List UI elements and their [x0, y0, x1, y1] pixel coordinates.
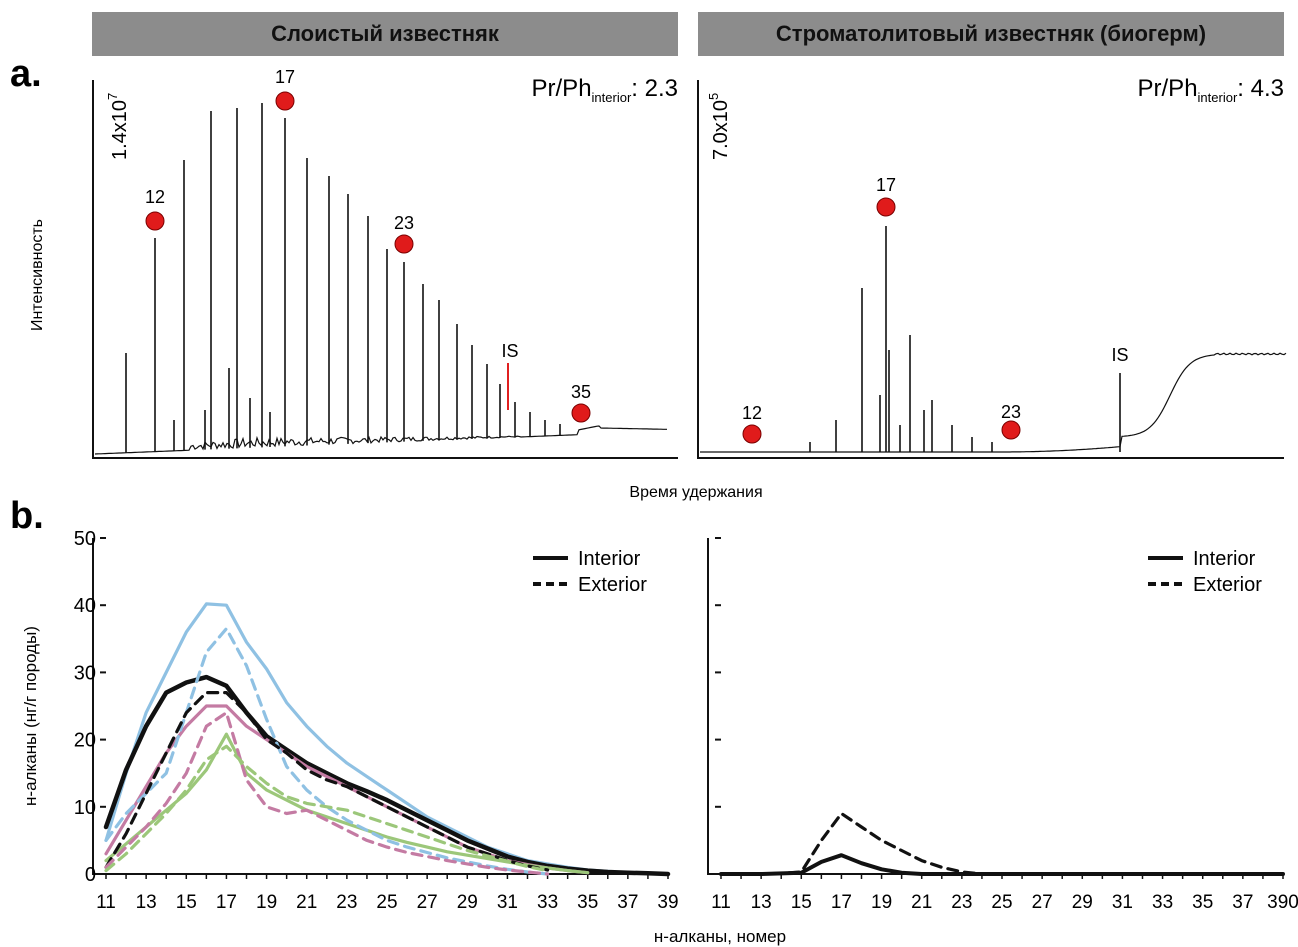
b-left-xtick-label: 23 — [336, 892, 357, 913]
b-left-xtick-label: 21 — [296, 892, 317, 913]
b-left-series-1 — [103, 674, 671, 877]
b-left-ytick-label: 30 — [74, 662, 96, 684]
left-marker-17: 17 — [275, 67, 295, 111]
b-right-series-0 — [719, 811, 1285, 876]
b-left-legend-label-exterior: Exterior — [578, 574, 647, 596]
b-right-xtick-label: 33 — [1152, 892, 1173, 913]
right-ratio-value: : 4.3 — [1237, 75, 1284, 102]
header-right: Строматолитовый известняк (биогерм) — [698, 12, 1284, 56]
left-marker-35-label: 35 — [571, 382, 591, 402]
b-left-series-4 — [104, 627, 550, 876]
left-ratio-label: Pr/Phinterior: 2.3 — [532, 75, 678, 105]
left-ratio-main: Pr/Ph — [532, 75, 592, 102]
b-left-xtick-label: 19 — [256, 892, 277, 913]
right-marker-23: 23 — [1001, 402, 1021, 440]
left-ratio-sub: interior — [592, 90, 632, 105]
b-left-xtick-label: 15 — [176, 892, 197, 913]
b-left-ytick-label: 50 — [74, 528, 96, 550]
left-ratio-value: : 2.3 — [631, 75, 678, 102]
chromatogram-axes — [92, 80, 1284, 459]
right-is-label: IS — [1111, 345, 1128, 365]
b-left-xtick-label: 37 — [617, 892, 638, 913]
left-is-label: IS — [501, 341, 518, 361]
b-left-ytick-label: 10 — [74, 797, 96, 819]
right-marker-23-label: 23 — [1001, 402, 1021, 422]
b-left-xtick-label: 39 — [657, 892, 678, 913]
left-scale-exponent: 7 — [105, 93, 120, 100]
b-right-xtick-label: 15 — [791, 892, 812, 913]
b-xlabel: н-алканы, номер — [654, 927, 786, 946]
b-left-xtick-label: 25 — [376, 892, 397, 913]
b-left-xtick-label: 11 — [96, 892, 116, 913]
right-scale-label: 7.0x105 — [706, 93, 732, 160]
chromatogram-right-baseline — [700, 352, 1287, 453]
b-left-series-5 — [104, 690, 550, 872]
b-right-xtick-label: 35 — [1192, 892, 1213, 913]
b-right-plot: 11 13 15 17 19 21 23 25 27 29 31 33 35 37 390 Interior E… — [711, 537, 1298, 913]
b-ylabel: н-алканы (нг/г породы) — [21, 626, 40, 806]
b-left-series-3 — [104, 732, 590, 875]
b-right-xtick-label: 390 — [1267, 892, 1298, 913]
right-scale-mantissa: 7.0x10 — [710, 100, 732, 160]
right-marker-12: 12 — [742, 403, 762, 444]
chromatogram-xlabel: Время удержания — [629, 484, 762, 501]
right-ratio-sub: interior — [1198, 90, 1238, 105]
b-left-xtick-label: 27 — [417, 892, 438, 913]
b-right-xtick-label: 11 — [711, 892, 731, 913]
b-left-xtick-label: 17 — [216, 892, 237, 913]
b-right-xtick-label: 23 — [951, 892, 972, 913]
b-right-series-1 — [719, 853, 1285, 876]
b-left-xtick-label: 33 — [537, 892, 558, 913]
right-marker-17: 17 — [876, 175, 896, 217]
b-right-legend-label-exterior: Exterior — [1193, 574, 1262, 596]
b-right-xtick-label: 25 — [991, 892, 1012, 913]
chromatogram-left-axes — [92, 80, 678, 459]
b-left-series-0 — [104, 602, 670, 876]
b-right-xtick-label: 31 — [1112, 892, 1133, 913]
b-right-xtick-label: 13 — [751, 892, 772, 913]
right-marker-12-label: 12 — [742, 403, 762, 423]
panel-label-a: a. — [10, 53, 42, 95]
b-left-xtick-label: 13 — [136, 892, 157, 913]
chromatogram-right-axes — [697, 80, 1284, 459]
left-marker-23-label: 23 — [394, 213, 414, 233]
b-right-legend-label-interior: Interior — [1193, 548, 1256, 570]
b-left-legend-label-interior: Interior — [578, 548, 641, 570]
right-ratio-label: Pr/Phinterior: 4.3 — [1138, 75, 1284, 105]
left-marker-12-label: 12 — [145, 187, 165, 207]
chromatogram-left-baseline — [94, 425, 667, 455]
b-left-plot: 0 10 20 30 40 50 11 13 15 17 19 21 23 25 27 29 31 33 35 37 3… — [74, 528, 679, 913]
b-right-xtick-label: 27 — [1032, 892, 1053, 913]
chromatogram-right-trace — [700, 226, 1287, 453]
chromatogram-ylabel: Интенсивность — [29, 219, 46, 331]
b-left-xtick-label: 31 — [497, 892, 518, 913]
b-left-ytick-label: 20 — [74, 730, 96, 752]
b-right-xtick-label: 17 — [831, 892, 852, 913]
b-left-series-7 — [104, 744, 550, 873]
b-left-series-6 — [104, 711, 550, 876]
left-marker-17-label: 17 — [275, 67, 295, 87]
left-scale-mantissa: 1.4x10 — [109, 100, 131, 160]
panel-label-b: b. — [10, 495, 44, 537]
left-scale-label: 1.4x107 — [105, 93, 131, 160]
chromatogram-left-trace — [94, 103, 667, 455]
b-left-xtick-label: 35 — [577, 892, 598, 913]
header-left: Слоистый известняк — [92, 12, 678, 56]
left-marker-35: 35 — [571, 382, 591, 423]
b-right-xtick-label: 19 — [871, 892, 892, 913]
b-left-ytick-label: 0 — [85, 864, 96, 886]
left-marker-23: 23 — [394, 213, 414, 254]
b-left-xtick-label: 29 — [457, 892, 478, 913]
b-left-axes — [92, 538, 670, 875]
right-ratio-main: Pr/Ph — [1138, 75, 1198, 102]
left-marker-12: 12 — [145, 187, 165, 231]
b-right-xtick-label: 37 — [1232, 892, 1253, 913]
right-scale-exponent: 5 — [706, 93, 721, 100]
b-right-xtick-label: 21 — [911, 892, 932, 913]
b-left-ytick-label: 40 — [74, 595, 96, 617]
b-right-xtick-label: 29 — [1072, 892, 1093, 913]
right-marker-17-label: 17 — [876, 175, 896, 195]
